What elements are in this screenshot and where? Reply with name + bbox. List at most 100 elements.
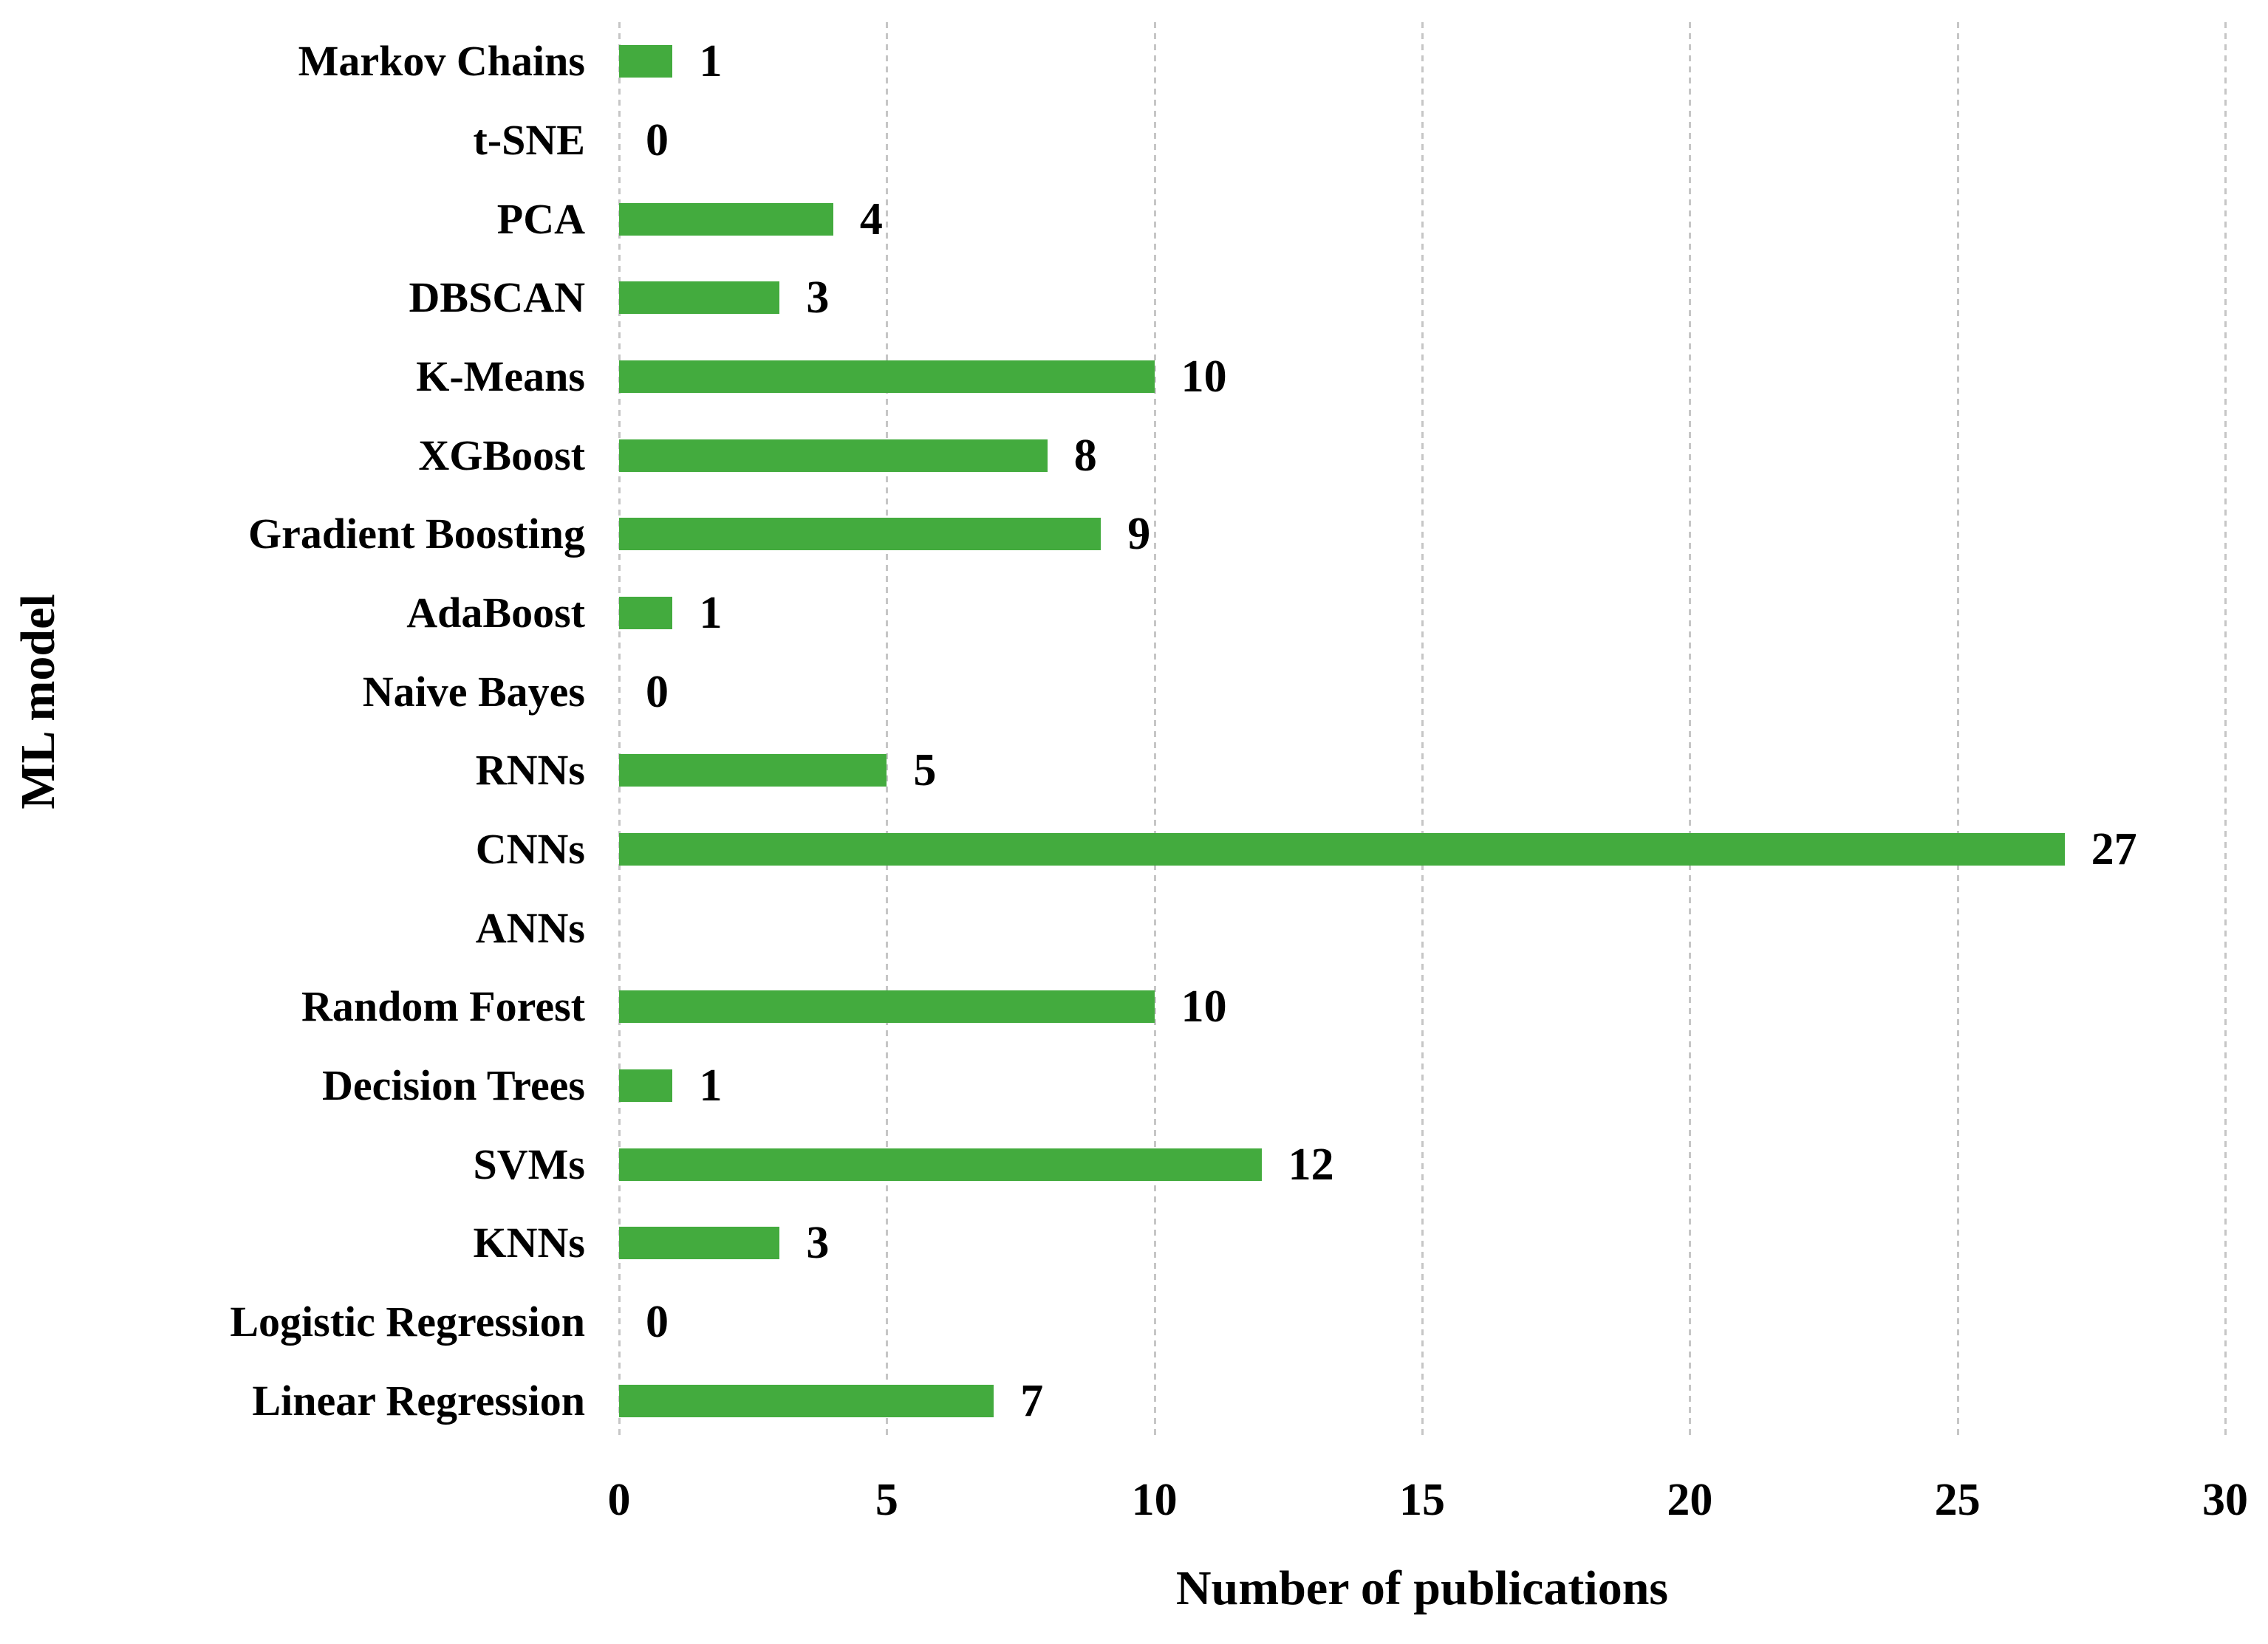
category-row: SVMs [0, 1125, 585, 1204]
bar [619, 1069, 673, 1102]
value-label: 12 [1288, 1139, 1334, 1190]
category-label: Linear Regression [252, 1376, 585, 1425]
category-row: Gradient Boosting [0, 495, 585, 574]
x-tick-label: 5 [875, 1475, 898, 1525]
bar-row: 3 [619, 258, 2225, 338]
bar-row: 3 [619, 1204, 2225, 1283]
bar [619, 518, 1101, 551]
gridline [886, 22, 889, 1440]
value-label: 5 [913, 745, 937, 796]
category-label: K-Means [416, 352, 585, 400]
bar-row: 1 [619, 22, 2225, 101]
category-row: RNNs [0, 731, 585, 810]
category-row: XGBoost [0, 416, 585, 495]
category-row: DBSCAN [0, 258, 586, 338]
category-label: XGBoost [418, 431, 585, 479]
category-label: RNNs [475, 746, 585, 795]
category-row: t-SNE [0, 101, 585, 180]
category-label: ANNs [475, 903, 585, 952]
value-label: 1 [699, 36, 723, 87]
gridline [1153, 22, 1156, 1440]
x-tick-label: 10 [1131, 1475, 1178, 1525]
bar-row: 12 [619, 1125, 2225, 1204]
category-row: KNNs [0, 1204, 585, 1283]
bar-row: 0 [619, 1283, 2225, 1362]
category-row: K-Means [0, 338, 585, 417]
bar-row: 10 [619, 967, 2225, 1047]
category-row: Markov Chains [0, 22, 585, 101]
bar [619, 596, 673, 629]
bars-layer: 1 0 4 3 10 8 9 1 0 5 27 10 1 12 3 0 7 [619, 22, 2225, 1440]
value-label: 10 [1181, 982, 1227, 1032]
value-label: 7 [1020, 1375, 1044, 1426]
category-label: SVMs [473, 1140, 585, 1188]
category-label: Logistic Regression [230, 1297, 585, 1346]
x-tick-label: 30 [2202, 1475, 2248, 1525]
category-label: DBSCAN [409, 273, 586, 322]
bar [619, 754, 887, 787]
x-tick-label: 0 [607, 1475, 631, 1525]
value-label: 4 [859, 193, 883, 244]
bar-row: 4 [619, 179, 2225, 258]
category-label: AdaBoost [406, 588, 585, 637]
bar-row [619, 888, 2225, 967]
category-label: t-SNE [473, 115, 585, 164]
gridline [618, 22, 621, 1440]
value-label: 8 [1073, 430, 1097, 481]
category-row: ANNs [0, 888, 585, 967]
category-row: Naive Bayes [0, 652, 585, 731]
bar-row: 27 [619, 810, 2225, 889]
value-label: 9 [1127, 509, 1151, 560]
value-label: 0 [646, 666, 669, 717]
category-label: Gradient Boosting [248, 510, 585, 558]
value-label: 1 [699, 1060, 723, 1111]
bar-row: 7 [619, 1361, 2225, 1440]
bar-row: 5 [619, 731, 2225, 810]
bar-row: 1 [619, 574, 2225, 653]
x-axis-ticks: 0 5 10 15 20 25 30 [608, 1475, 2249, 1544]
gridline [1956, 22, 1959, 1440]
value-label: 1 [699, 587, 723, 638]
category-label: KNNs [473, 1219, 585, 1267]
category-row: PCA [0, 179, 585, 258]
category-row: CNNs [0, 810, 585, 889]
x-tick-label: 20 [1667, 1475, 1713, 1525]
gridline [1689, 22, 1692, 1440]
x-tick-label: 15 [1399, 1475, 1445, 1525]
category-label: Decision Trees [321, 1061, 585, 1109]
value-label: 3 [806, 1218, 830, 1269]
category-row: Linear Regression [0, 1361, 585, 1440]
x-tick-label: 25 [1934, 1475, 1981, 1525]
category-row: Decision Trees [0, 1047, 585, 1126]
category-axis: Markov Chains t-SNE PCA DBSCAN K-Means XGBoos… [0, 22, 585, 1440]
bar [619, 832, 2065, 866]
bar [619, 1227, 780, 1260]
bar [619, 281, 780, 315]
category-label: Random Forest [301, 982, 585, 1031]
category-label: Markov Chains [298, 37, 585, 86]
category-label: PCA [496, 194, 585, 243]
value-label: 0 [646, 114, 669, 165]
category-label: CNNs [475, 824, 585, 873]
category-row: Random Forest [0, 967, 585, 1047]
bar-row: 10 [619, 338, 2225, 417]
category-row: AdaBoost [0, 574, 585, 653]
value-label: 10 [1181, 351, 1227, 402]
bar-row: 9 [619, 495, 2225, 574]
bar [619, 990, 1155, 1024]
bar [619, 439, 1048, 472]
plot-area: 1 0 4 3 10 8 9 1 0 5 27 10 1 12 3 0 7 [618, 22, 2227, 1440]
bar [619, 1148, 1262, 1181]
x-axis-title: Number of publications [1175, 1561, 1669, 1615]
gridline [1421, 22, 1424, 1440]
bar-row: 8 [619, 416, 2225, 495]
bar [619, 202, 833, 236]
category-row: Logistic Regression [0, 1283, 585, 1362]
gridline [2224, 22, 2227, 1440]
value-label: 3 [806, 273, 830, 323]
bar [619, 1384, 994, 1417]
value-label: 27 [2091, 823, 2137, 874]
bar [619, 45, 673, 78]
bar-row: 0 [619, 101, 2225, 180]
